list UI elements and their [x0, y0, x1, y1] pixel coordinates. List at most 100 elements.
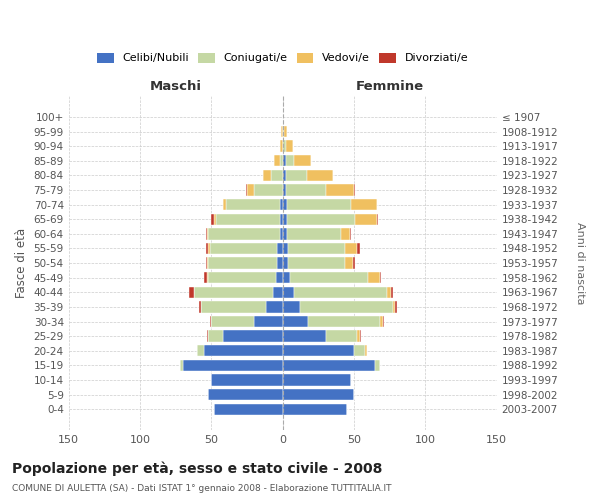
Bar	[283, 258, 289, 269]
Bar	[204, 345, 283, 356]
Bar	[266, 301, 283, 312]
Bar	[383, 316, 384, 328]
Bar	[280, 228, 283, 239]
Bar	[188, 286, 194, 298]
Bar	[286, 184, 326, 196]
Bar	[283, 199, 287, 210]
Bar	[290, 272, 368, 283]
Bar	[208, 272, 275, 283]
Bar	[283, 404, 347, 415]
Text: Maschi: Maschi	[149, 80, 202, 92]
Bar	[294, 286, 387, 298]
Y-axis label: Anni di nascita: Anni di nascita	[575, 222, 585, 304]
Bar	[211, 214, 214, 225]
Bar	[341, 228, 350, 239]
Bar	[214, 404, 283, 415]
Bar	[254, 184, 283, 196]
Bar	[283, 214, 287, 225]
Bar	[287, 214, 355, 225]
Bar	[245, 184, 247, 196]
Bar	[287, 228, 341, 239]
Bar	[215, 214, 280, 225]
Bar	[207, 228, 208, 239]
Bar	[289, 243, 346, 254]
Bar	[300, 301, 392, 312]
Bar	[283, 286, 294, 298]
Bar	[360, 330, 361, 342]
Bar	[277, 258, 283, 269]
Text: Femmine: Femmine	[356, 80, 424, 92]
Bar	[208, 228, 280, 239]
Bar	[223, 199, 226, 210]
Bar	[211, 374, 283, 386]
Bar	[380, 316, 383, 328]
Bar	[183, 360, 283, 371]
Bar	[280, 140, 283, 152]
Bar	[350, 228, 351, 239]
Bar	[283, 243, 289, 254]
Bar	[180, 360, 183, 371]
Bar	[353, 258, 355, 269]
Text: COMUNE DI AULETTA (SA) - Dati ISTAT 1° gennaio 2008 - Elaborazione TUTTITALIA.IT: COMUNE DI AULETTA (SA) - Dati ISTAT 1° g…	[12, 484, 392, 493]
Bar	[208, 243, 210, 254]
Bar	[206, 228, 207, 239]
Bar	[283, 301, 300, 312]
Bar	[207, 258, 208, 269]
Bar	[395, 301, 397, 312]
Bar	[274, 155, 280, 166]
Bar	[208, 389, 283, 400]
Bar	[392, 301, 395, 312]
Bar	[357, 330, 360, 342]
Bar	[283, 330, 325, 342]
Bar	[226, 199, 280, 210]
Bar	[284, 126, 287, 137]
Bar	[387, 286, 391, 298]
Bar	[391, 286, 392, 298]
Bar	[287, 199, 351, 210]
Bar	[194, 286, 273, 298]
Bar	[365, 345, 367, 356]
Bar	[325, 184, 354, 196]
Bar	[283, 126, 284, 137]
Bar	[208, 330, 223, 342]
Bar	[211, 316, 254, 328]
Bar	[273, 286, 283, 298]
Bar	[283, 374, 351, 386]
Bar	[325, 330, 357, 342]
Bar	[275, 272, 283, 283]
Bar	[286, 140, 293, 152]
Bar	[377, 214, 378, 225]
Bar	[247, 184, 254, 196]
Bar	[354, 345, 365, 356]
Legend: Celibi/Nubili, Coniugati/e, Vedovi/e, Divorziati/e: Celibi/Nubili, Coniugati/e, Vedovi/e, Di…	[93, 48, 473, 68]
Bar	[289, 258, 346, 269]
Bar	[206, 258, 207, 269]
Bar	[283, 155, 286, 166]
Bar	[346, 258, 353, 269]
Bar	[283, 345, 354, 356]
Bar	[283, 389, 354, 400]
Bar	[280, 155, 283, 166]
Bar	[283, 170, 286, 181]
Bar	[351, 199, 377, 210]
Bar	[204, 272, 207, 283]
Bar	[346, 243, 357, 254]
Bar	[202, 301, 266, 312]
Bar	[283, 360, 376, 371]
Bar	[207, 272, 208, 283]
Bar	[283, 184, 286, 196]
Bar	[197, 345, 204, 356]
Bar	[207, 330, 208, 342]
Bar	[283, 228, 287, 239]
Bar	[283, 140, 286, 152]
Bar	[376, 360, 380, 371]
Bar	[357, 243, 360, 254]
Bar	[206, 243, 208, 254]
Bar	[308, 316, 380, 328]
Bar	[281, 126, 283, 137]
Bar	[210, 243, 277, 254]
Bar	[210, 316, 211, 328]
Bar	[354, 184, 355, 196]
Bar	[283, 272, 290, 283]
Bar	[208, 258, 277, 269]
